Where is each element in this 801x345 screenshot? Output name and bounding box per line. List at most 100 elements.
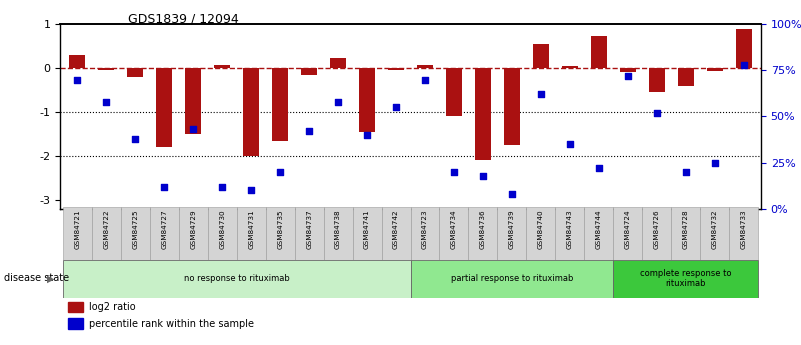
Bar xyxy=(410,207,440,260)
Bar xyxy=(215,65,230,68)
Bar xyxy=(63,259,410,298)
Bar xyxy=(272,68,288,141)
Text: disease state: disease state xyxy=(4,274,69,283)
Bar xyxy=(440,207,469,260)
Point xyxy=(215,184,228,189)
Point xyxy=(679,169,692,175)
Bar xyxy=(497,207,526,260)
Point xyxy=(505,191,518,197)
Bar xyxy=(706,68,723,71)
Bar xyxy=(620,68,636,72)
Text: GSM84727: GSM84727 xyxy=(161,210,167,249)
Bar xyxy=(446,68,462,116)
Text: percentile rank within the sample: percentile rank within the sample xyxy=(89,319,254,328)
Point xyxy=(419,77,432,82)
Text: log2 ratio: log2 ratio xyxy=(89,302,135,312)
Text: GSM84721: GSM84721 xyxy=(74,210,80,249)
Bar xyxy=(121,207,150,260)
Text: GSM84726: GSM84726 xyxy=(654,210,660,249)
Bar xyxy=(127,68,143,77)
Bar xyxy=(99,68,115,70)
Bar xyxy=(729,207,758,260)
Point xyxy=(360,132,373,138)
Point xyxy=(622,73,634,79)
Bar xyxy=(359,68,375,132)
Point xyxy=(71,77,84,82)
Bar xyxy=(295,207,324,260)
Text: partial response to rituximab: partial response to rituximab xyxy=(451,274,573,283)
Text: GSM84725: GSM84725 xyxy=(132,210,139,249)
Bar xyxy=(63,207,92,260)
Bar xyxy=(614,259,758,298)
Bar xyxy=(244,68,260,156)
Point xyxy=(100,99,113,105)
Bar xyxy=(301,68,317,75)
Bar xyxy=(179,207,207,260)
Text: GSM84722: GSM84722 xyxy=(103,210,110,249)
Text: GDS1839 / 12094: GDS1839 / 12094 xyxy=(128,12,239,25)
Text: no response to rituximab: no response to rituximab xyxy=(184,274,290,283)
Point xyxy=(708,160,721,165)
Text: complete response to
rituximab: complete response to rituximab xyxy=(640,269,731,288)
Bar xyxy=(237,207,266,260)
Point xyxy=(448,169,461,175)
Bar xyxy=(330,58,346,68)
Bar xyxy=(591,37,606,68)
Bar xyxy=(324,207,352,260)
Bar xyxy=(700,207,729,260)
Text: GSM84744: GSM84744 xyxy=(596,210,602,249)
Text: GSM84734: GSM84734 xyxy=(451,210,457,249)
Bar xyxy=(671,207,700,260)
Text: GSM84743: GSM84743 xyxy=(567,210,573,249)
Point xyxy=(245,187,258,193)
Text: ▶: ▶ xyxy=(47,274,54,283)
Text: GSM84738: GSM84738 xyxy=(335,210,341,249)
Text: GSM84735: GSM84735 xyxy=(277,210,284,249)
Bar xyxy=(649,68,665,92)
Bar xyxy=(150,207,179,260)
Text: GSM84728: GSM84728 xyxy=(682,210,689,249)
Bar xyxy=(410,259,614,298)
Bar xyxy=(185,68,201,134)
Bar xyxy=(417,65,433,68)
Text: GSM84742: GSM84742 xyxy=(393,210,399,249)
Point xyxy=(187,127,199,132)
Text: GSM84724: GSM84724 xyxy=(625,210,630,249)
Bar xyxy=(207,207,237,260)
Bar xyxy=(92,207,121,260)
Point xyxy=(477,173,489,178)
Text: GSM84730: GSM84730 xyxy=(219,210,225,249)
Bar xyxy=(555,207,584,260)
Point xyxy=(274,169,287,175)
Text: GSM84723: GSM84723 xyxy=(422,210,428,249)
Bar xyxy=(469,207,497,260)
Point xyxy=(563,141,576,147)
Bar xyxy=(735,29,751,68)
Bar xyxy=(504,68,520,145)
Text: GSM84741: GSM84741 xyxy=(364,210,370,249)
Point xyxy=(389,105,402,110)
Point xyxy=(158,184,171,189)
Bar xyxy=(381,207,410,260)
Bar xyxy=(266,207,295,260)
Bar xyxy=(156,68,172,147)
Bar xyxy=(533,44,549,68)
Bar xyxy=(526,207,555,260)
Text: GSM84733: GSM84733 xyxy=(741,210,747,249)
Bar xyxy=(352,207,381,260)
Point xyxy=(650,110,663,116)
Text: GSM84736: GSM84736 xyxy=(480,210,486,249)
Bar xyxy=(614,207,642,260)
Text: GSM84729: GSM84729 xyxy=(191,210,196,249)
Text: GSM84731: GSM84731 xyxy=(248,210,254,249)
Bar xyxy=(475,68,491,160)
Point xyxy=(737,62,750,68)
Bar xyxy=(562,66,578,68)
Bar xyxy=(388,68,404,70)
Point xyxy=(129,136,142,141)
Text: GSM84739: GSM84739 xyxy=(509,210,515,249)
Bar xyxy=(642,207,671,260)
Text: GSM84737: GSM84737 xyxy=(306,210,312,249)
Point xyxy=(303,128,316,134)
Point xyxy=(332,99,344,105)
